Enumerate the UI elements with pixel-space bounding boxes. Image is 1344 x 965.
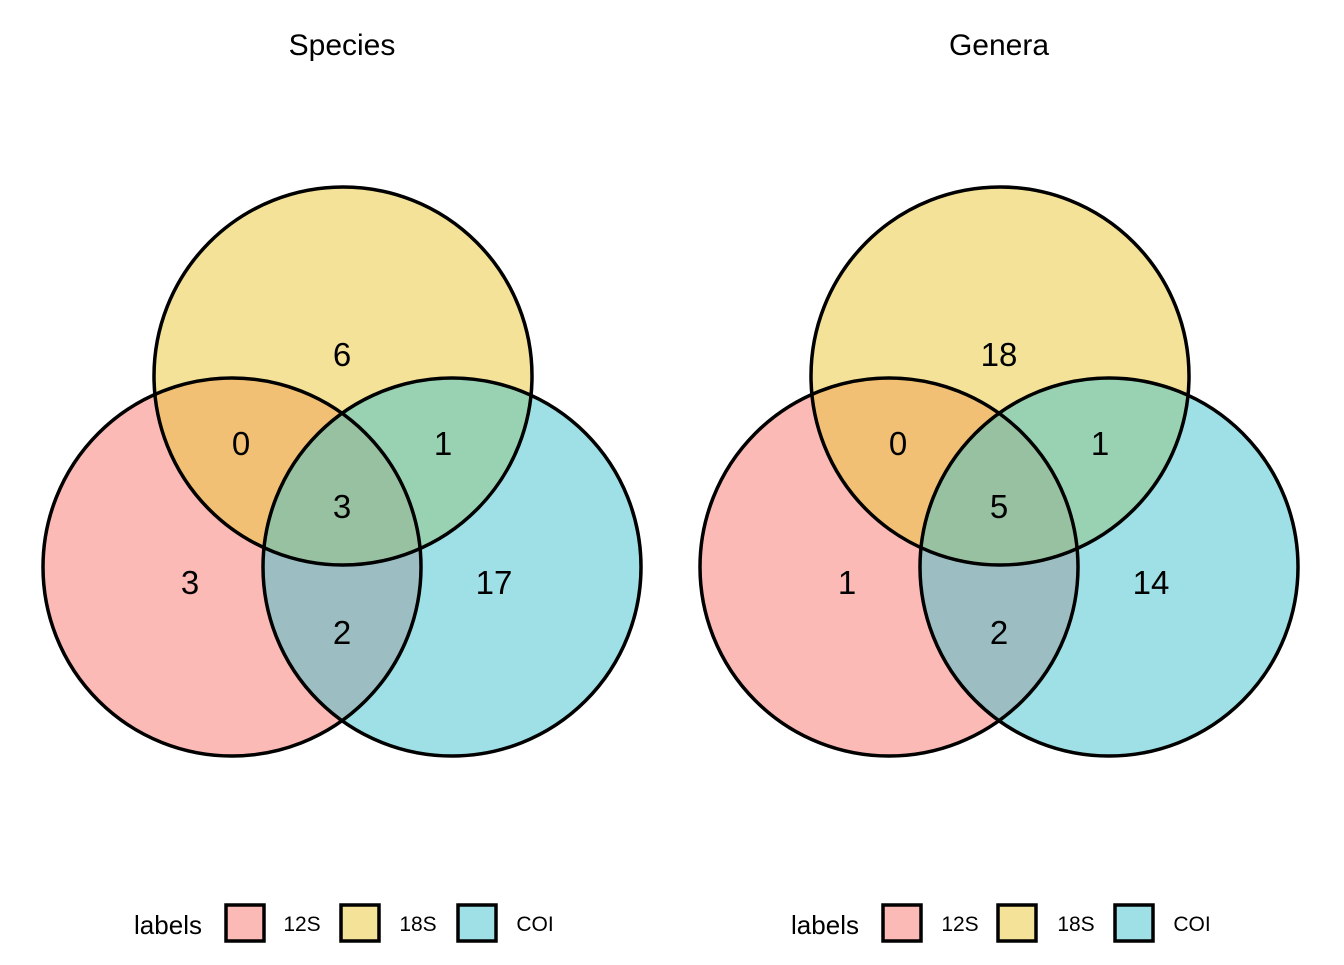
legend-label-12s: 12S: [283, 913, 320, 936]
legend-label-12s: 12S: [941, 913, 978, 936]
legend-swatch-coi: [456, 903, 498, 943]
region-count-12s-18s: 0: [232, 425, 250, 462]
set-outline-18s: [809, 185, 1191, 567]
legend-swatch-18s: [339, 903, 381, 943]
set-outline-18s: [152, 185, 534, 567]
region-count-12s-coi: 2: [333, 614, 351, 651]
legend-swatch-coi: [1113, 903, 1155, 943]
set-circle-coi: [263, 378, 641, 756]
region-count-12s-coi: 2: [990, 614, 1008, 651]
venn-panel-species: Species 6 0 1 3 3 17 2 labels 12S 18S COI: [41, 29, 643, 943]
chart-title: Genera: [949, 29, 1049, 62]
set-circle-coi: [920, 378, 1298, 756]
legend-swatch-12s: [881, 903, 923, 943]
region-count-12s-18s-coi: 3: [333, 488, 351, 525]
region-count-12s-only: 1: [838, 564, 856, 601]
region-count-12s-only: 3: [181, 564, 199, 601]
venn-panel-genera: Genera 18 0 1 5 1 14 2 labels 12S 18S COI: [698, 29, 1300, 943]
set-outline-12s: [41, 376, 423, 758]
region-count-coi-only: 17: [476, 564, 513, 601]
legend-label-18s: 18S: [1057, 913, 1094, 936]
set-outline-12s: [698, 376, 1080, 758]
region-count-18s-coi: 1: [1091, 425, 1109, 462]
region-count-18s-only: 6: [333, 336, 351, 373]
legend-title: labels: [134, 910, 202, 940]
set-outline-coi: [261, 376, 643, 758]
legend-label-coi: COI: [1173, 913, 1210, 936]
chart-title: Species: [289, 29, 396, 62]
legend-label-18s: 18S: [399, 913, 436, 936]
legend-swatch-12s: [224, 903, 266, 943]
legend: labels 12S 18S COI: [134, 903, 554, 943]
region-count-coi-only: 14: [1133, 564, 1170, 601]
legend: labels 12S 18S COI: [791, 903, 1211, 943]
region-count-12s-18s-coi: 5: [990, 488, 1008, 525]
legend-label-coi: COI: [516, 913, 553, 936]
legend-title: labels: [791, 910, 859, 940]
legend-swatch-18s: [996, 903, 1038, 943]
region-count-18s-coi: 1: [434, 425, 452, 462]
region-count-18s-only: 18: [981, 336, 1018, 373]
set-outline-coi: [918, 376, 1300, 758]
region-count-12s-18s: 0: [889, 425, 907, 462]
